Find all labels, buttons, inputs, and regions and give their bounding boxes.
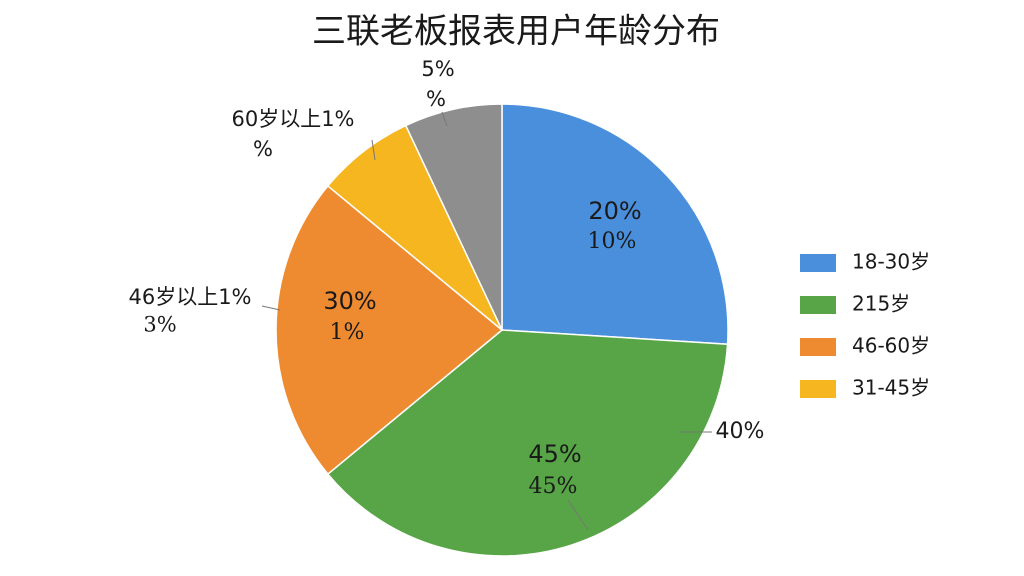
leader-line: [567, 499, 589, 531]
pie-slice: [404, 103, 503, 331]
legend-swatch: [800, 338, 836, 356]
leader-lines: [261, 111, 712, 531]
annotation: 46岁以上1%: [128, 285, 251, 309]
annotation: 3%: [143, 313, 176, 337]
legend-label: 46-60岁: [852, 334, 930, 358]
leader-line: [261, 305, 281, 311]
pie-slice: [275, 184, 504, 476]
annotation: 45%: [529, 474, 578, 499]
annotation: 20%: [588, 197, 641, 225]
legend-swatch: [800, 380, 836, 398]
annotation: 10%: [588, 229, 637, 254]
leader-line: [371, 139, 376, 161]
annotation: 30%: [323, 287, 376, 315]
annotation: 60岁以上1%: [231, 107, 354, 131]
pie-slice: [501, 103, 729, 345]
annotation: 5%: [421, 57, 454, 81]
chart-title: 三联老板报表用户年龄分布: [312, 12, 720, 52]
annotation: %: [426, 87, 446, 111]
annotation: 40%: [716, 419, 765, 444]
annotation: 45%: [528, 440, 581, 468]
pie-slice: [326, 329, 729, 557]
legend-swatch: [800, 296, 836, 314]
annotation: 1%: [330, 320, 365, 345]
legend-label: 215岁: [852, 292, 910, 316]
legend-label: 18-30岁: [852, 250, 930, 274]
legend-swatch: [800, 254, 836, 272]
annotation: %: [253, 137, 273, 161]
leader-line: [441, 111, 448, 127]
legend-label: 31-45岁: [852, 376, 930, 400]
